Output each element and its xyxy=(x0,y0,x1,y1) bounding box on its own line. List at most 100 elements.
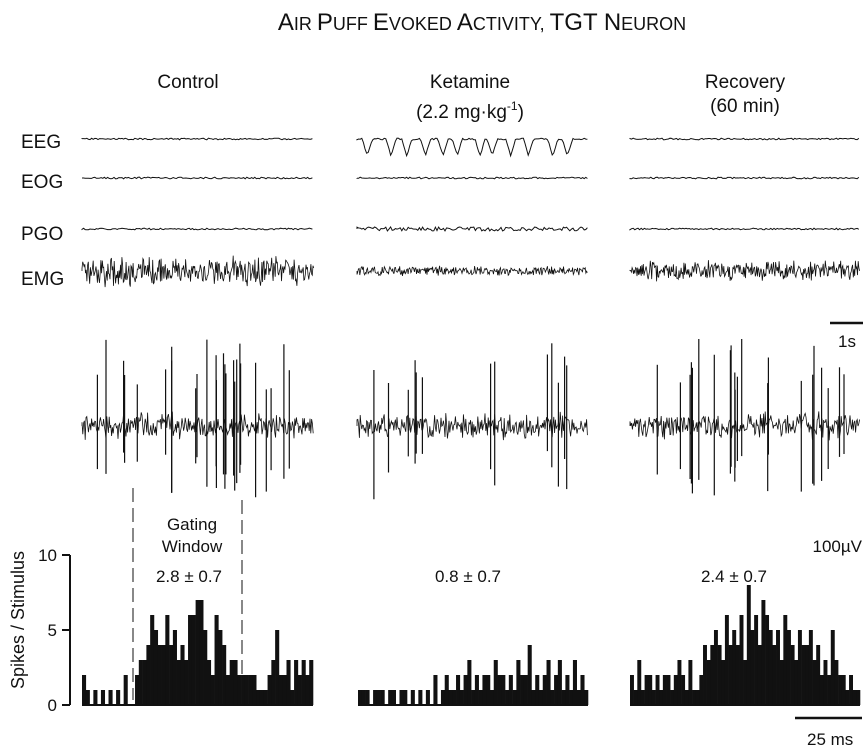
hist-bar-recovery xyxy=(713,630,718,705)
gating-window-label-1: Gating xyxy=(167,515,217,534)
hist-bar-control xyxy=(222,645,227,705)
title-part-small: VOKED xyxy=(389,14,457,34)
hist-bar-control xyxy=(191,615,196,705)
hist-bar-recovery xyxy=(838,675,843,705)
hist-bar-recovery xyxy=(761,600,766,705)
hist-bar-recovery xyxy=(750,630,755,705)
hist-bar-recovery xyxy=(648,675,653,705)
hist-bar-ketamine xyxy=(557,660,562,705)
condition-label-ketamine: Ketamine xyxy=(430,72,510,93)
ketamine-dose-close: ) xyxy=(518,102,524,123)
column-header-recovery: Recovery (60 min) xyxy=(705,72,786,117)
trace-label-eog: EOG xyxy=(21,172,63,193)
hist-bar-ketamine xyxy=(512,690,517,705)
hist-bar-ketamine xyxy=(580,675,585,705)
hist-bar-control xyxy=(244,675,249,705)
hist-bar-control xyxy=(259,690,265,705)
hist-bar-ketamine xyxy=(505,690,510,705)
hist-bar-ketamine xyxy=(410,690,415,705)
hist-bar-recovery xyxy=(816,645,821,705)
hist-bar-recovery xyxy=(746,585,751,705)
hist-bar-control xyxy=(172,630,177,705)
hist-bar-recovery xyxy=(710,645,715,705)
hist-bar-control xyxy=(252,675,257,705)
hist-bar-ketamine xyxy=(486,675,491,705)
hist-bar-control xyxy=(138,660,143,705)
hist-bar-recovery xyxy=(801,645,806,705)
column-header-ketamine: Ketamine (2.2 mg·kg-1) xyxy=(416,72,524,123)
hist-bar-recovery xyxy=(845,690,850,705)
hist-bar-control xyxy=(256,690,261,705)
title-part-cap: E xyxy=(373,9,389,36)
hist-bar-recovery xyxy=(699,675,704,705)
hist-bar-control xyxy=(93,690,98,705)
title-part-cap: A xyxy=(457,9,473,36)
y-axis: 0 5 10 xyxy=(38,546,71,715)
title-part-cap: A xyxy=(278,9,294,36)
hist-bar-control xyxy=(180,645,185,705)
hist-bar-ketamine xyxy=(459,690,464,705)
unit-noise-control xyxy=(81,411,314,440)
hist-bar-control xyxy=(237,675,242,705)
hist-bar-recovery xyxy=(666,675,671,705)
condition-label-control: Control xyxy=(157,72,218,93)
hist-bar-recovery xyxy=(786,630,791,705)
hist-bar-ketamine xyxy=(463,675,468,705)
hist-bar-recovery xyxy=(841,675,846,705)
hist-bar-control xyxy=(282,675,287,705)
hist-bar-ketamine xyxy=(456,675,461,705)
y-tick-label: 0 xyxy=(48,696,57,715)
hist-bar-control xyxy=(206,660,212,705)
hist-annotation-control: 2.8 ± 0.7 xyxy=(156,567,222,586)
ketamine-dose-sup: -1 xyxy=(507,99,518,113)
hist-bar-recovery xyxy=(783,615,788,705)
hist-bar-ketamine xyxy=(584,690,589,705)
title-part-small: EURON xyxy=(621,14,686,34)
hist-bar-ketamine xyxy=(418,690,423,705)
hist-bar-recovery xyxy=(834,660,839,705)
hist-bar-ketamine xyxy=(523,675,528,705)
hist-bar-control xyxy=(116,690,121,705)
hist-bar-recovery xyxy=(692,690,697,705)
gating-window-label-2: Window xyxy=(162,537,223,556)
hist-bar-ketamine xyxy=(520,675,525,705)
ketamine-dose-text: (2.2 mg·kg xyxy=(416,102,507,123)
hist-bar-control xyxy=(233,660,238,705)
hist-bar-control xyxy=(85,690,90,705)
column-header-control: Control xyxy=(157,72,218,93)
trace-eeg-ketamine xyxy=(356,137,588,158)
hist-bar-ketamine xyxy=(527,645,532,705)
hist-bar-recovery xyxy=(772,645,777,705)
polygraph-traces xyxy=(81,137,860,288)
hist-bar-control xyxy=(275,630,280,705)
trace-label-eeg: EEG xyxy=(21,132,61,153)
hist-bar-ketamine xyxy=(538,690,544,705)
hist-bar-recovery xyxy=(754,615,759,705)
hist-bar-control xyxy=(184,660,189,705)
hist-bar-recovery xyxy=(703,645,707,705)
condition-sublabel-recovery: (60 min) xyxy=(710,96,780,117)
hist-bar-ketamine xyxy=(572,660,577,705)
title-part-small: UFF xyxy=(333,14,373,34)
y-tick-label: 5 xyxy=(48,621,57,640)
hist-bar-control xyxy=(153,630,159,705)
hist-bar-control xyxy=(214,615,219,705)
hist-bar-recovery xyxy=(808,630,813,705)
title-part-small: IR xyxy=(294,14,317,34)
hist-bar-recovery xyxy=(849,675,853,705)
hist-bar-recovery xyxy=(684,690,689,705)
hist-bar-recovery xyxy=(695,690,700,705)
trace-pgo-recovery xyxy=(629,227,860,231)
hist-bar-ketamine xyxy=(576,690,581,705)
title-part-cap: P xyxy=(317,9,333,36)
hist-time-scale-label: 25 ms xyxy=(807,730,853,749)
hist-bar-recovery xyxy=(852,690,857,705)
hist-bar-control xyxy=(290,690,295,705)
trace-label-emg: EMG xyxy=(21,269,64,290)
hist-bar-ketamine xyxy=(388,690,393,705)
hist-bar-recovery xyxy=(732,630,737,705)
hist-bar-recovery xyxy=(637,660,642,705)
hist-bar-ketamine xyxy=(433,675,438,705)
hist-bar-control xyxy=(263,690,268,705)
